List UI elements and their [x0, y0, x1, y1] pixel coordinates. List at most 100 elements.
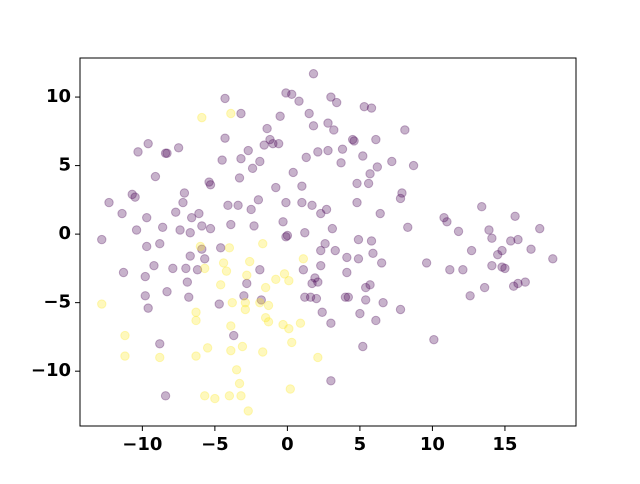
scatter-point: [185, 228, 195, 238]
scatter-point: [271, 182, 281, 193]
scatter-point: [298, 254, 309, 264]
scatter-point: [140, 291, 150, 301]
scatter-point: [500, 263, 510, 274]
scatter-point: [332, 97, 342, 108]
scatter-point: [255, 297, 265, 308]
scatter-point: [234, 378, 245, 389]
scatter-point: [395, 193, 406, 204]
scatter-point: [162, 286, 172, 297]
scatter-point: [243, 145, 253, 156]
scatter-point: [157, 222, 168, 232]
scatter-point: [278, 217, 288, 227]
scatter-point: [359, 101, 369, 112]
scatter-point: [194, 208, 204, 219]
scatter-point: [239, 291, 249, 301]
scatter-point: [311, 293, 322, 304]
scatter-point: [368, 248, 378, 259]
scatter-point: [220, 133, 230, 143]
scatter-point: [458, 265, 468, 275]
scatter-point: [361, 282, 371, 293]
scatter-point: [175, 225, 185, 235]
scatter-point: [117, 208, 127, 219]
scatter-point: [323, 118, 333, 128]
scatter-point: [278, 319, 288, 330]
scatter-point: [218, 258, 229, 268]
scatter-point: [284, 323, 294, 334]
scatter-point: [191, 307, 201, 317]
scatter-point: [160, 148, 171, 158]
scatter-point: [387, 156, 397, 167]
scatter-point: [316, 208, 326, 219]
scatter-point: [371, 315, 381, 326]
scatter-point: [484, 225, 494, 235]
scatter-point: [205, 223, 216, 234]
scatter-point: [320, 239, 330, 249]
scatter-point: [150, 171, 161, 182]
scatter-point: [181, 263, 191, 274]
scatter-point: [205, 180, 216, 190]
scatter-point: [308, 121, 319, 131]
scatter-point: [231, 365, 242, 375]
scatter-point: [465, 291, 475, 301]
scatter-point: [343, 292, 354, 302]
scatter-point: [453, 226, 464, 237]
scatter-point: [221, 266, 232, 276]
scatter-point: [210, 393, 220, 404]
y-tick-label: 5: [58, 155, 71, 176]
scatter-point: [197, 244, 207, 254]
scatter-point: [326, 318, 336, 328]
scatter-point: [317, 307, 327, 317]
scatter-point: [497, 262, 507, 272]
scatter-point: [204, 177, 214, 187]
scatter-point: [143, 303, 153, 313]
scatter-point: [365, 280, 375, 290]
scatter-point: [262, 123, 272, 134]
scatter-point: [336, 158, 346, 168]
y-tick-label: −10: [31, 360, 71, 381]
scatter-point: [442, 217, 452, 227]
scatter-point: [361, 295, 371, 305]
scatter-point: [287, 337, 297, 348]
scatter-point: [282, 230, 293, 241]
scatter-point: [372, 162, 383, 172]
scatter-point: [142, 212, 152, 223]
scatter-point: [353, 234, 364, 245]
scatter-point: [506, 236, 516, 246]
scatter-point: [191, 351, 201, 361]
scatter-point: [226, 219, 236, 230]
scatter-point: [273, 138, 284, 149]
scatter-point: [155, 339, 165, 349]
scatter-point: [263, 317, 274, 327]
scatter-point: [237, 341, 248, 352]
scatter-point: [256, 295, 266, 305]
scatter-point: [316, 245, 326, 256]
scatter-point: [284, 276, 294, 286]
scatter-point: [160, 391, 171, 401]
scatter-point: [220, 93, 230, 104]
scatter-point: [259, 140, 269, 150]
scatter-point: [358, 151, 368, 161]
scatter-point: [353, 254, 364, 264]
scatter-point: [288, 167, 298, 178]
scatter-point: [214, 299, 224, 309]
scatter-point: [429, 334, 439, 345]
scatter-point: [366, 103, 377, 113]
scatter-point: [298, 265, 309, 275]
scatter-point: [297, 197, 307, 208]
scatter-point: [236, 154, 246, 164]
scatter-point: [265, 134, 275, 145]
scatter-point: [313, 352, 323, 363]
scatter-point: [184, 292, 194, 302]
scatter-point: [305, 292, 316, 302]
scatter-point: [403, 222, 413, 232]
scatter-point: [249, 221, 259, 231]
y-tick-label: −5: [43, 292, 71, 313]
x-tick-label: −10: [122, 434, 162, 455]
x-tick-label: 0: [281, 434, 294, 455]
scatter-point: [223, 200, 233, 211]
scatter-point: [192, 265, 203, 275]
scatter-point: [378, 297, 388, 308]
scatter-point: [260, 282, 271, 293]
scatter-point: [307, 278, 317, 289]
scatter-point: [171, 207, 181, 217]
